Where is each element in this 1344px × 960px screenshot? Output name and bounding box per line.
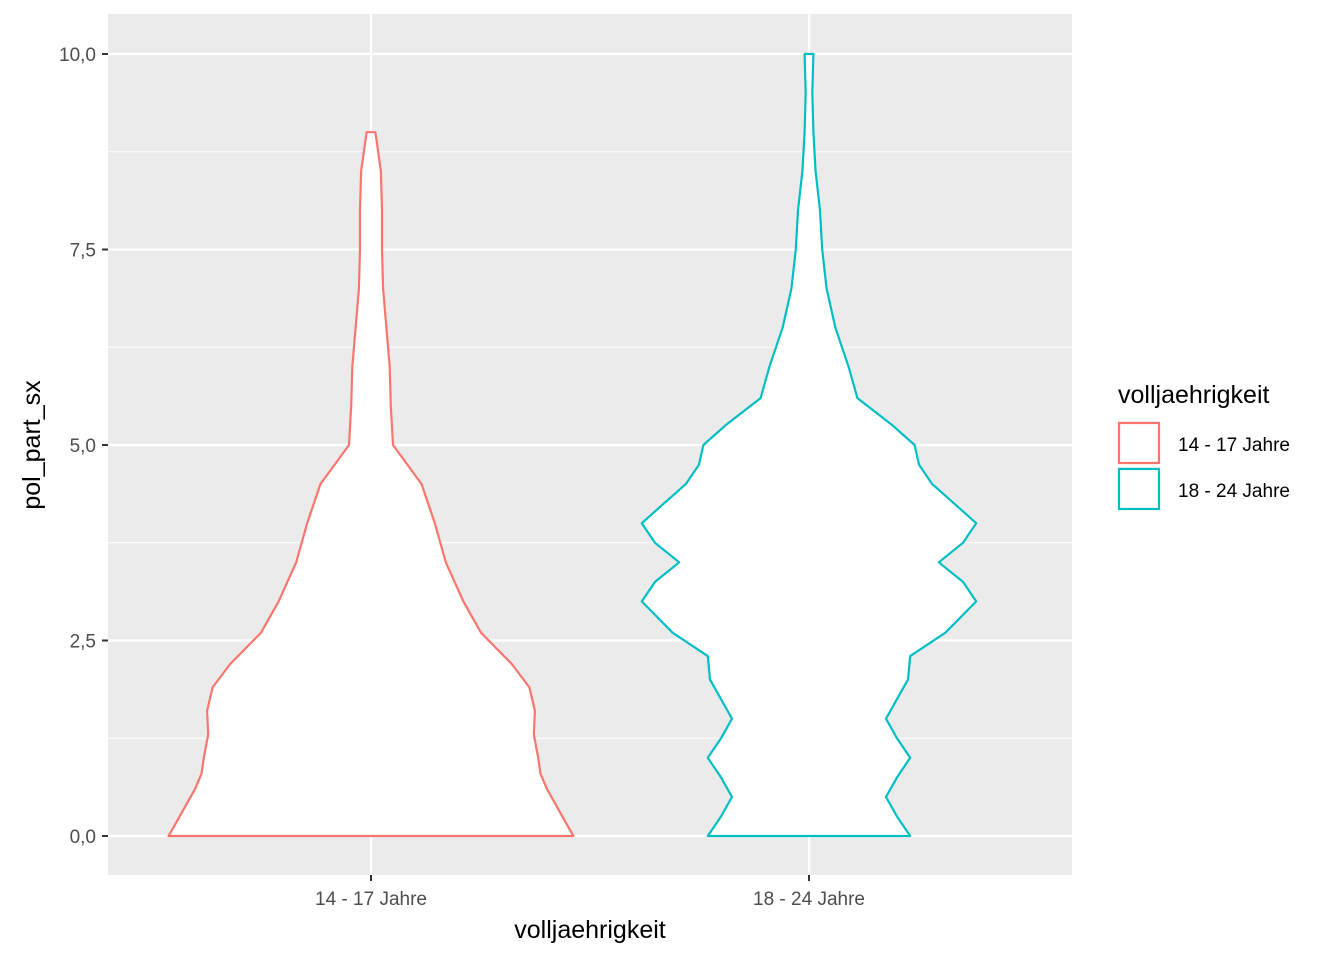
violin-1 [167,131,575,838]
y-tick-label: 7,5 [70,241,96,262]
legend-label: 18 - 24 Jahre [1178,481,1290,502]
legend-item: 14 - 17 Jahre [1117,421,1290,465]
y-axis-title: pol_part_sx [18,380,46,510]
y-axis: 0,0 2,5 5,0 7,5 10,0 [59,45,108,848]
legend-key [1117,421,1161,465]
y-tick-label: 10,0 [59,45,96,66]
y-tick-label: 5,0 [70,436,96,457]
violin-series [167,52,978,838]
legend-key [1117,467,1161,511]
violin-2 [640,52,978,838]
y-tick-label: 2,5 [70,632,96,653]
legend-label: 14 - 17 Jahre [1178,435,1290,456]
y-tick-label: 0,0 [70,827,96,848]
legend: volljaehrigkeit 14 - 17 Jahre 18 - 24 Jah… [1117,381,1290,511]
legend-item: 18 - 24 Jahre [1117,467,1290,511]
x-axis: 14 - 17 Jahre 18 - 24 Jahre [315,875,865,910]
x-tick-label: 18 - 24 Jahre [753,889,865,910]
x-tick-label: 14 - 17 Jahre [315,889,427,910]
legend-title: volljaehrigkeit [1118,381,1270,409]
x-axis-title: volljaehrigkeit [514,916,666,944]
